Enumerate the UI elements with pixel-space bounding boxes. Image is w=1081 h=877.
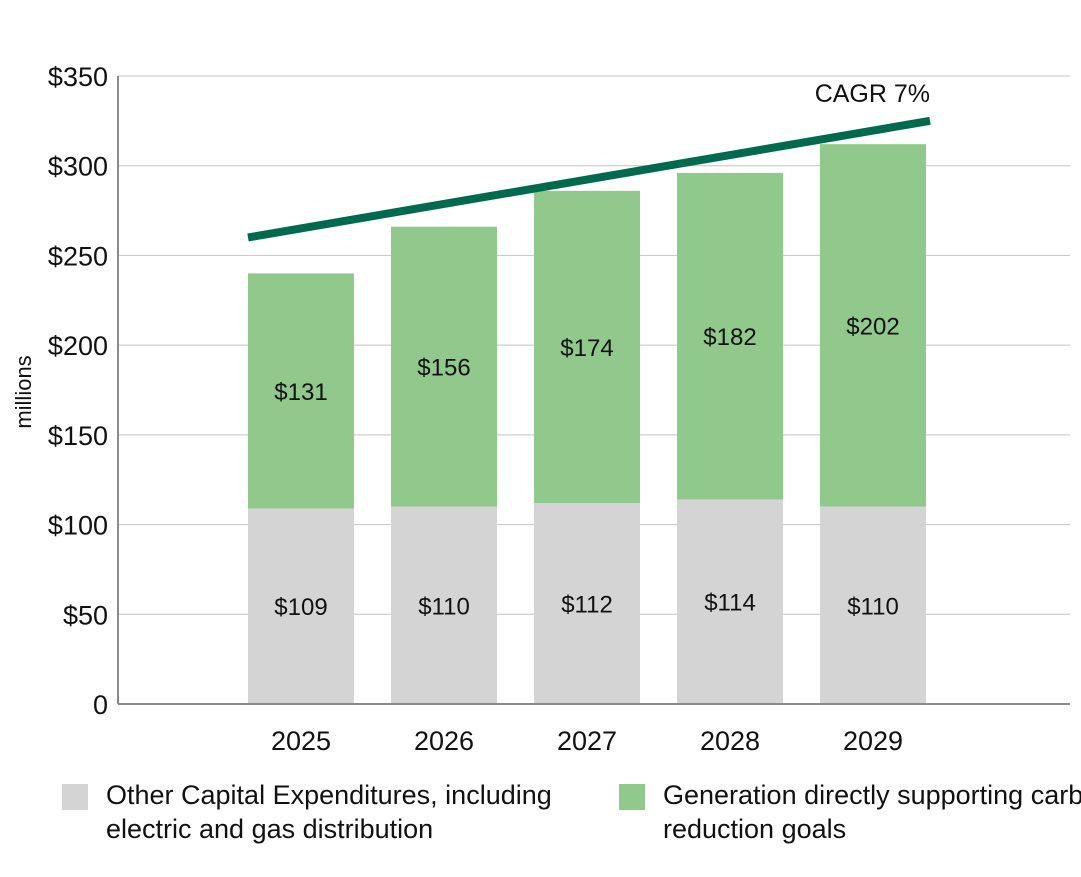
data-label-2027-series-0: $112 [561, 592, 613, 619]
data-label-2028-series-1: $182 [703, 324, 756, 351]
y-tick-label-300: $300 [48, 152, 108, 182]
y-tick-label-350: $350 [48, 62, 108, 92]
bar-2025-series-0 [248, 508, 354, 704]
bar-2029-series-1 [820, 144, 926, 507]
bar-2029-series-0 [820, 506, 926, 704]
legend-label-generation: Generation directly supporting carbon re… [663, 780, 1081, 844]
trend-line-group: CAGR 7% [247, 80, 931, 242]
legend-item-other-capex: Other Capital Expenditures, including el… [62, 778, 566, 846]
x-tick-label-2029: 2029 [843, 726, 903, 756]
data-label-2029-series-0: $110 [847, 593, 899, 620]
data-label-2027-series-1: $174 [560, 335, 613, 362]
legend-swatch-generation [619, 784, 645, 810]
y-tick-label-100: $100 [48, 511, 108, 541]
x-tick-label-2027: 2027 [557, 726, 617, 756]
bar-2028-series-0 [677, 499, 783, 704]
bar-2026-series-1 [391, 226, 497, 507]
bar-2026-series-0 [391, 506, 497, 704]
legend-swatch-other-capex [62, 784, 88, 810]
y-tick-label-250: $250 [48, 241, 108, 271]
legend-label-other-capex: Other Capital Expenditures, including el… [106, 780, 552, 844]
bar-2027-series-1 [534, 190, 640, 504]
y-tick-label-150: $150 [48, 421, 108, 451]
data-label-2025-series-0: $109 [274, 594, 327, 621]
data-label-2026-series-1: $156 [417, 355, 470, 382]
y-tick-label-200: $200 [48, 331, 108, 361]
bars: $109 $131 $110 $156 $112 $174 $114 $182 $110 $202 [248, 144, 926, 704]
y-axis-label: millions [11, 355, 36, 428]
cagr-trend-line [247, 116, 931, 242]
x-tick-label-2028: 2028 [700, 726, 760, 756]
y-tick-label-0: 0 [93, 690, 108, 720]
data-label-2026-series-0: $110 [418, 593, 470, 620]
bar-2027-series-0 [534, 503, 640, 704]
y-tick-label-50: $50 [63, 600, 108, 630]
x-tick-label-2026: 2026 [414, 726, 474, 756]
cagr-annotation: CAGR 7% [815, 80, 930, 108]
data-label-2029-series-1: $202 [846, 313, 899, 340]
bar-2028-series-1 [677, 172, 783, 500]
axes: 0 $50 $100 $150 $200 $250 $300 $350 2025 2026 2027… [48, 62, 1070, 756]
legend-item-generation: Generation directly supporting carbon re… [619, 778, 1081, 846]
data-label-2025-series-1: $131 [274, 379, 327, 406]
bar-2025-series-1 [248, 273, 354, 509]
data-label-2028-series-0: $114 [704, 590, 756, 617]
x-tick-label-2025: 2025 [271, 726, 331, 756]
